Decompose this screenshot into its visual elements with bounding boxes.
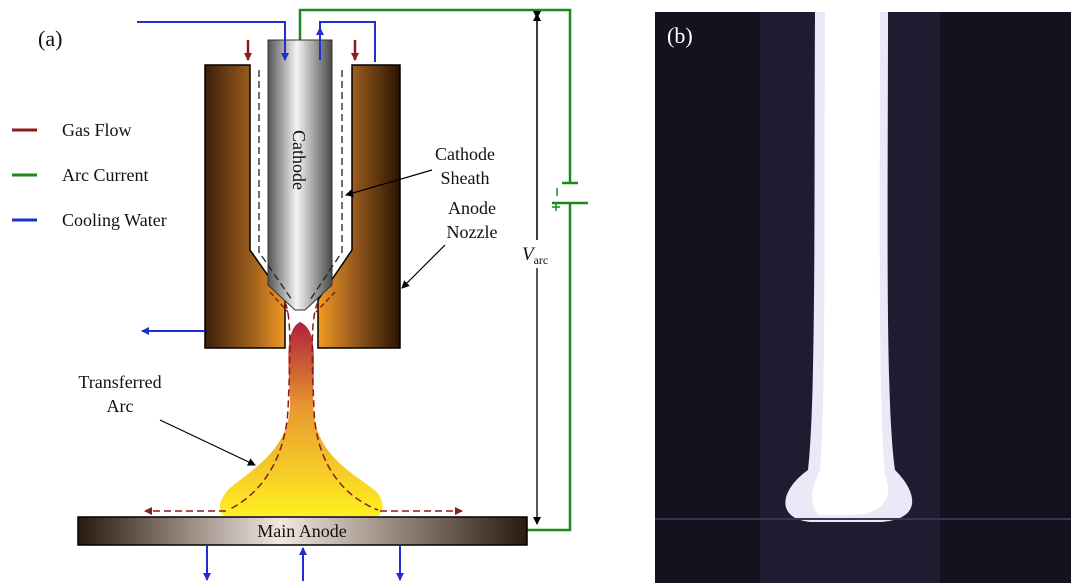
- voltage-label: Varc: [522, 244, 548, 267]
- legend: Gas Flow Arc Current Cooling Water: [12, 120, 167, 230]
- legend-label: Arc Current: [62, 165, 148, 185]
- callout-label: Arc: [107, 396, 134, 416]
- callout-label: Cathode: [435, 144, 495, 164]
- callout-label: Sheath: [441, 168, 490, 188]
- legend-label: Cooling Water: [62, 210, 167, 230]
- transferred-arc: [220, 322, 383, 516]
- cathode-label: Cathode: [289, 130, 309, 190]
- panel-label: (a): [38, 26, 62, 51]
- figure: (a) Gas Flow Arc Current Cooling Water Var…: [0, 0, 1071, 583]
- callout-line: [402, 245, 445, 288]
- callout-line: [160, 420, 255, 465]
- main-anode-label: Main Anode: [257, 521, 347, 541]
- callout-label: Nozzle: [447, 222, 498, 242]
- callout-label: Transferred: [78, 372, 161, 392]
- water-arrow: [137, 22, 285, 60]
- panel-label: (b): [667, 23, 693, 48]
- anode-surface: [655, 518, 1071, 520]
- legend-label: Gas Flow: [62, 120, 132, 140]
- callout-label: Anode: [448, 198, 496, 218]
